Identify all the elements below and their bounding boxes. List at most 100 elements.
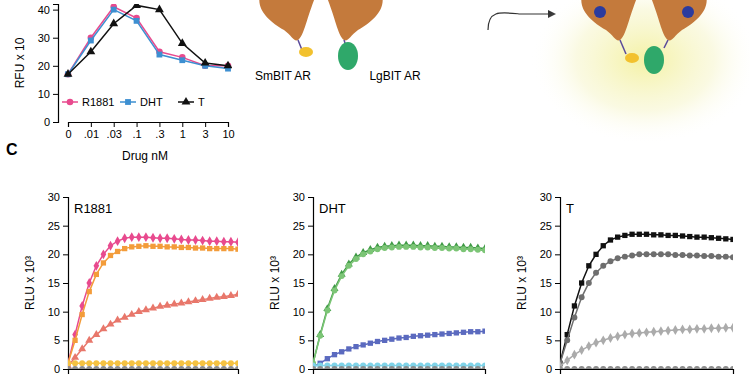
marker	[114, 316, 122, 323]
tick-label: 20	[540, 248, 552, 260]
marker	[716, 366, 722, 369]
marker	[136, 366, 142, 369]
plot-area	[68, 232, 238, 369]
protein-shape	[259, 0, 316, 40]
marker	[425, 333, 430, 338]
series-line	[68, 246, 238, 364]
tick-label: .3	[155, 128, 164, 140]
marker	[214, 366, 220, 369]
chart: 051015202530DHTRLU x 10³	[268, 191, 489, 375]
marker	[227, 291, 235, 298]
legend-label: DHT	[140, 96, 163, 108]
series-line	[68, 5, 228, 74]
marker	[171, 366, 177, 369]
plot-area	[313, 241, 485, 369]
tick: 25	[540, 220, 560, 232]
marker	[723, 254, 729, 260]
tick-mark	[53, 38, 58, 39]
marker	[572, 303, 577, 308]
tick-label: 30	[38, 32, 50, 44]
marker	[629, 366, 635, 369]
marker	[135, 307, 143, 314]
tick-label: 0	[65, 128, 71, 140]
marker	[193, 360, 199, 366]
marker	[339, 349, 344, 354]
marker	[106, 320, 114, 327]
tick-mark	[63, 312, 68, 313]
smbit-tag	[625, 53, 639, 63]
marker	[396, 366, 402, 369]
marker	[317, 333, 323, 339]
tick: .03	[107, 122, 122, 140]
marker	[184, 297, 192, 304]
marker	[99, 324, 107, 331]
marker	[629, 232, 634, 237]
marker	[593, 270, 599, 276]
marker	[410, 244, 416, 250]
legend-marker	[125, 99, 131, 105]
marker	[85, 336, 93, 343]
marker	[468, 246, 474, 252]
marker	[607, 366, 613, 369]
tick-label: 15	[293, 277, 305, 289]
series-line	[313, 247, 485, 363]
tick-label: .1	[132, 128, 141, 140]
marker	[80, 312, 85, 317]
tick: 0	[54, 363, 68, 375]
tick: 30	[293, 191, 313, 203]
tick-mark	[555, 197, 560, 198]
tick-label: 20	[38, 60, 50, 72]
tick-label: 15	[540, 277, 552, 289]
marker	[122, 366, 128, 369]
marker	[482, 247, 485, 253]
tick-mark	[63, 226, 68, 227]
tick-label: 10	[222, 128, 234, 140]
tick-label: 20	[48, 248, 60, 260]
marker	[128, 310, 136, 317]
marker	[142, 305, 150, 312]
marker	[150, 366, 156, 369]
tick: 1	[180, 122, 186, 140]
marker	[651, 327, 657, 337]
tick-mark	[137, 122, 138, 127]
tick: 30	[48, 191, 68, 203]
marker	[579, 294, 585, 300]
marker	[100, 360, 106, 366]
marker	[658, 366, 664, 369]
marker	[709, 235, 714, 240]
marker	[389, 244, 395, 250]
tick: 40	[38, 4, 58, 16]
marker	[375, 339, 380, 344]
marker	[93, 366, 99, 369]
tick-label: 30	[540, 191, 552, 203]
marker	[88, 38, 94, 44]
tick-mark	[308, 254, 313, 255]
marker	[579, 345, 585, 355]
marker	[353, 366, 359, 369]
marker	[178, 38, 187, 46]
marker	[157, 360, 163, 366]
y-axis-title: RLU x 10³	[515, 256, 529, 310]
tick-mark	[68, 122, 69, 127]
smbit-tag	[299, 47, 313, 57]
marker	[193, 245, 198, 250]
marker	[185, 366, 191, 369]
tick-mark	[53, 94, 58, 95]
marker	[213, 293, 221, 300]
diagram-label: SmBIT AR	[255, 69, 311, 83]
marker	[560, 361, 563, 369]
tick-label: 0	[299, 363, 305, 375]
axis-line	[555, 198, 561, 370]
marker	[64, 69, 73, 77]
marker	[177, 298, 185, 305]
axis-line	[561, 370, 734, 375]
marker	[468, 329, 473, 334]
marker	[346, 346, 351, 351]
marker	[71, 353, 79, 360]
marker	[673, 233, 678, 238]
marker	[680, 233, 685, 238]
marker	[163, 301, 171, 308]
marker	[629, 252, 635, 258]
marker	[687, 366, 693, 369]
marker	[723, 323, 729, 333]
